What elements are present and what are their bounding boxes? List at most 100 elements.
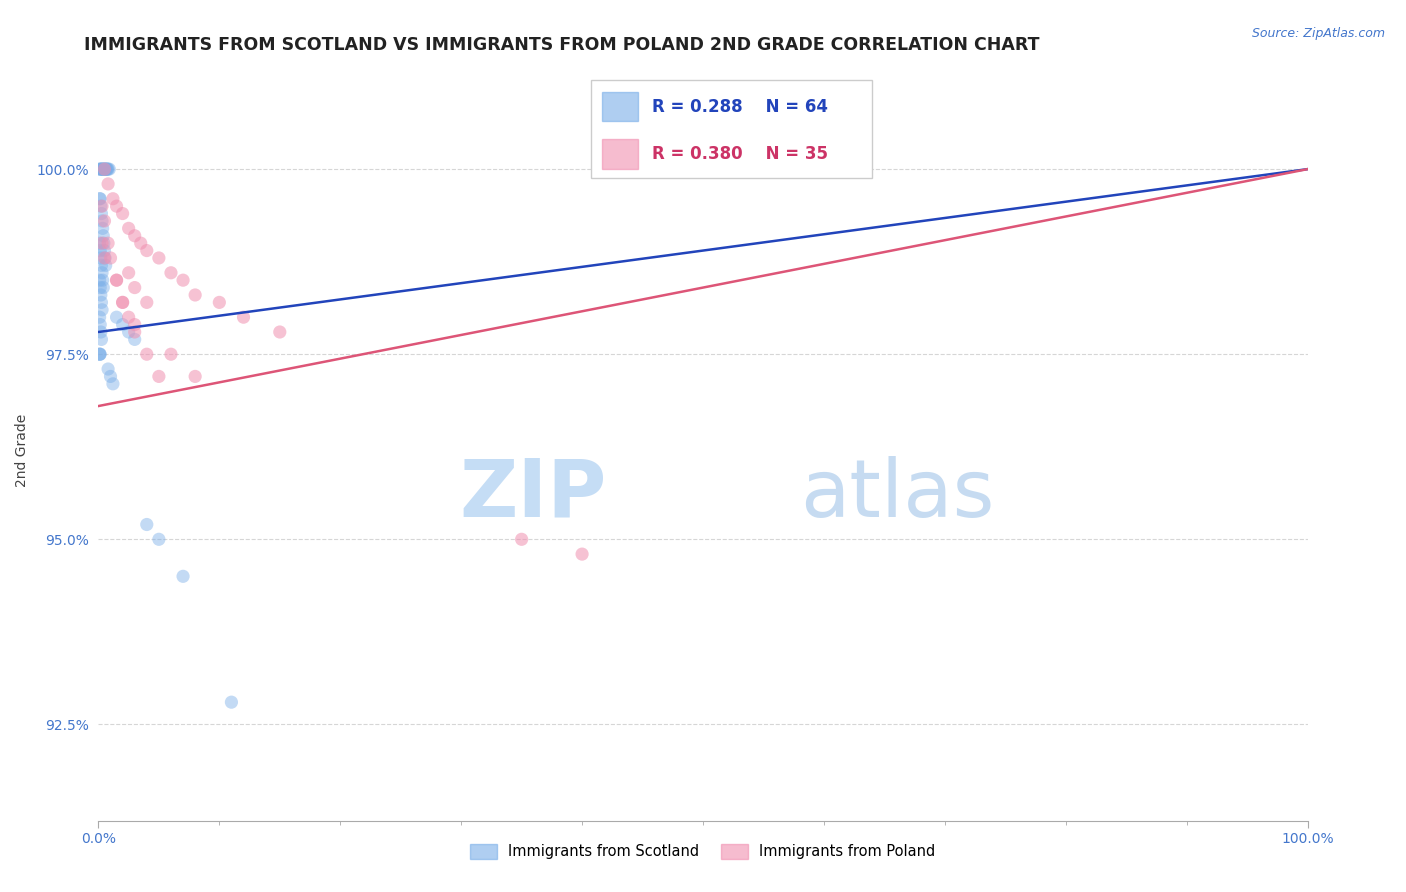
Point (89, 162, 111, 177)
Point (124, 280, 146, 294)
Point (91, 228, 114, 243)
Point (101, 192, 124, 206)
Point (89, 162, 111, 177)
Point (118, 310, 141, 325)
Point (90, 333, 112, 347)
Point (111, 295, 134, 310)
Point (100, 369, 122, 384)
Point (101, 376, 124, 391)
Point (124, 318, 146, 332)
Point (89, 310, 111, 325)
Point (148, 533, 170, 547)
Text: atlas: atlas (800, 456, 994, 534)
Point (90, 325, 112, 339)
Point (91, 162, 114, 177)
FancyBboxPatch shape (591, 80, 872, 178)
Point (160, 266, 183, 280)
Point (93, 251, 115, 265)
FancyBboxPatch shape (602, 139, 638, 169)
Point (93, 162, 115, 177)
Point (94, 251, 117, 265)
Point (208, 295, 231, 310)
Point (184, 369, 207, 384)
Point (135, 517, 157, 532)
Point (221, 695, 243, 709)
Point (135, 295, 157, 310)
Point (91, 266, 114, 280)
Point (111, 295, 134, 310)
Point (124, 333, 146, 347)
Point (91, 273, 114, 287)
Point (90, 162, 112, 177)
Point (97, 177, 120, 191)
Point (91, 236, 114, 251)
Point (90, 206, 112, 220)
Point (97, 162, 120, 177)
Point (90, 199, 112, 213)
Point (94, 162, 117, 177)
Point (97, 236, 120, 251)
Point (97, 362, 120, 376)
Point (90, 259, 112, 273)
Point (232, 310, 254, 325)
Point (124, 325, 146, 339)
Point (96, 162, 118, 177)
Point (89, 236, 111, 251)
Point (93, 236, 115, 251)
Point (89, 318, 111, 332)
Point (91, 302, 114, 317)
Point (89, 244, 111, 258)
Point (571, 547, 593, 561)
Point (89, 192, 111, 206)
Point (93, 214, 115, 228)
Point (89, 280, 111, 294)
Point (184, 288, 207, 302)
Point (510, 533, 533, 547)
Point (96, 162, 118, 177)
Point (89, 192, 111, 206)
Point (105, 273, 128, 287)
Point (93, 162, 115, 177)
Point (118, 325, 141, 339)
Point (105, 310, 128, 325)
Point (118, 221, 141, 235)
Point (148, 369, 170, 384)
Point (90, 162, 112, 177)
Point (111, 318, 134, 332)
Legend: Immigrants from Scotland, Immigrants from Poland: Immigrants from Scotland, Immigrants fro… (464, 838, 942, 865)
Point (91, 221, 114, 235)
Point (100, 251, 122, 265)
Point (91, 280, 114, 294)
Point (91, 214, 114, 228)
Text: R = 0.380    N = 35: R = 0.380 N = 35 (652, 145, 828, 163)
Point (94, 259, 117, 273)
Point (269, 325, 291, 339)
Point (111, 206, 134, 220)
FancyBboxPatch shape (602, 92, 638, 121)
Point (118, 266, 141, 280)
Point (90, 288, 112, 302)
Point (129, 236, 152, 251)
Point (93, 244, 115, 258)
Point (135, 244, 157, 258)
Point (91, 162, 114, 177)
Point (172, 273, 194, 287)
Point (148, 251, 170, 265)
Point (172, 569, 194, 583)
Point (105, 273, 128, 287)
Point (91, 162, 114, 177)
Point (135, 347, 157, 361)
Point (96, 162, 118, 177)
Point (160, 347, 183, 361)
Text: R = 0.288    N = 64: R = 0.288 N = 64 (652, 98, 828, 116)
Point (89, 347, 111, 361)
Point (105, 199, 128, 213)
Point (89, 273, 111, 287)
Point (93, 162, 115, 177)
Text: Source: ZipAtlas.com: Source: ZipAtlas.com (1251, 27, 1385, 40)
Text: ZIP: ZIP (458, 456, 606, 534)
Point (94, 162, 117, 177)
Point (90, 295, 112, 310)
Point (89, 347, 111, 361)
Point (91, 199, 114, 213)
